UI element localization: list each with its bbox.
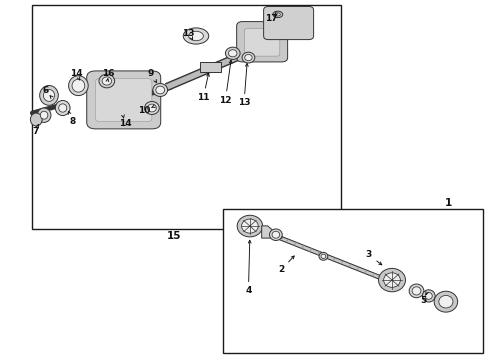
- Ellipse shape: [59, 104, 67, 112]
- Text: 6: 6: [43, 86, 49, 95]
- Ellipse shape: [69, 76, 88, 96]
- Ellipse shape: [44, 90, 54, 102]
- Bar: [200, 62, 221, 72]
- Ellipse shape: [40, 111, 48, 119]
- Ellipse shape: [55, 100, 70, 116]
- Ellipse shape: [30, 113, 42, 126]
- Ellipse shape: [378, 269, 406, 292]
- FancyBboxPatch shape: [245, 28, 280, 56]
- Ellipse shape: [189, 31, 203, 41]
- Text: 7: 7: [32, 127, 39, 136]
- Text: 4: 4: [245, 287, 252, 295]
- Text: 3: 3: [366, 250, 371, 259]
- Ellipse shape: [147, 104, 156, 112]
- Text: 10: 10: [138, 107, 150, 116]
- Ellipse shape: [422, 290, 435, 302]
- Bar: [223, 209, 483, 353]
- Text: 12: 12: [219, 96, 232, 105]
- Text: 11: 11: [197, 93, 210, 102]
- Text: 13: 13: [238, 99, 250, 108]
- FancyBboxPatch shape: [264, 6, 314, 40]
- Text: 8: 8: [70, 117, 75, 126]
- Ellipse shape: [272, 231, 280, 238]
- Text: 16: 16: [102, 69, 115, 78]
- Ellipse shape: [270, 229, 282, 240]
- Ellipse shape: [183, 28, 209, 44]
- Bar: [32, 5, 341, 229]
- Ellipse shape: [237, 215, 263, 237]
- Ellipse shape: [153, 84, 168, 96]
- Ellipse shape: [228, 50, 237, 57]
- Ellipse shape: [242, 52, 255, 63]
- FancyBboxPatch shape: [96, 78, 152, 122]
- Ellipse shape: [434, 291, 458, 312]
- Ellipse shape: [99, 74, 115, 88]
- Ellipse shape: [412, 287, 421, 295]
- Text: 14: 14: [119, 120, 131, 129]
- Text: 2: 2: [279, 265, 285, 274]
- FancyBboxPatch shape: [237, 22, 288, 62]
- Text: 14: 14: [70, 69, 83, 78]
- Ellipse shape: [321, 254, 326, 258]
- Ellipse shape: [37, 108, 51, 122]
- Ellipse shape: [242, 219, 258, 233]
- Ellipse shape: [40, 86, 58, 105]
- Ellipse shape: [275, 13, 280, 16]
- Text: 15: 15: [167, 231, 181, 241]
- Ellipse shape: [319, 252, 328, 260]
- Ellipse shape: [102, 77, 112, 85]
- Ellipse shape: [145, 102, 159, 114]
- Ellipse shape: [384, 273, 400, 287]
- Ellipse shape: [245, 54, 252, 61]
- Text: 9: 9: [147, 69, 154, 78]
- Ellipse shape: [439, 296, 453, 308]
- Ellipse shape: [425, 293, 432, 299]
- Ellipse shape: [156, 86, 165, 94]
- Ellipse shape: [72, 79, 85, 92]
- Text: 17: 17: [265, 14, 277, 23]
- Ellipse shape: [409, 284, 424, 298]
- Text: 13: 13: [182, 29, 195, 38]
- Ellipse shape: [273, 11, 283, 18]
- Text: 1: 1: [445, 198, 452, 208]
- FancyBboxPatch shape: [87, 71, 161, 129]
- Text: 5: 5: [421, 296, 427, 305]
- Ellipse shape: [225, 47, 240, 59]
